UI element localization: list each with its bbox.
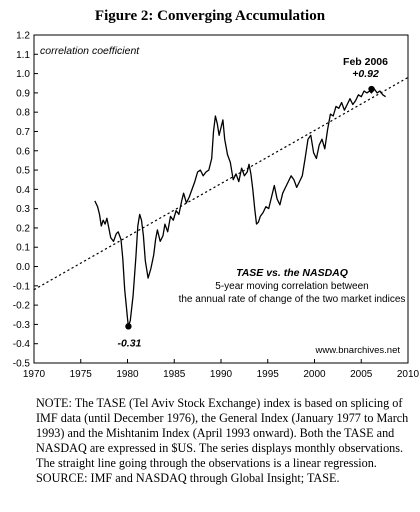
y-tick-label: 0.2 bbox=[16, 223, 30, 234]
chart-annotations: correlation coefficient Feb 2006+0.92 -0.… bbox=[40, 45, 405, 356]
x-tick-label: 2010 bbox=[397, 369, 420, 380]
regression-line bbox=[33, 76, 409, 291]
y-tick-label: 0.9 bbox=[16, 88, 30, 99]
y-tick-label: 0.4 bbox=[16, 185, 30, 196]
x-tick-label: 1975 bbox=[70, 369, 93, 380]
y-tick-label: 0.3 bbox=[16, 204, 30, 215]
regression-line-group bbox=[33, 76, 409, 291]
plot-area bbox=[33, 34, 409, 364]
x-axis-ticks: 1970 1975 1980 1985 1990 1995 2000 2005 2010 bbox=[23, 359, 420, 380]
x-tick-label: 2000 bbox=[303, 369, 326, 380]
source-text: SOURCE: IMF and NASDAQ through Global In… bbox=[36, 471, 340, 486]
y-tick-label: 0.5 bbox=[16, 166, 30, 177]
min-point-marker bbox=[125, 323, 132, 330]
legend-title: TASE vs. the NASDAQ bbox=[236, 267, 348, 279]
y-tick-label: -0.2 bbox=[13, 301, 31, 312]
min-value-label: -0.31 bbox=[117, 337, 141, 349]
x-tick-label: 1980 bbox=[116, 369, 139, 380]
y-tick-label: -0.3 bbox=[13, 320, 31, 331]
y-axis-label: correlation coefficient bbox=[40, 45, 140, 57]
max-value-label: +0.92 bbox=[352, 68, 379, 80]
figure-title: Figure 2: Converging Accumulation bbox=[94, 8, 326, 24]
x-tick-label: 2005 bbox=[350, 369, 373, 380]
x-tick-label: 1995 bbox=[257, 369, 280, 380]
y-tick-label: 0.0 bbox=[16, 262, 30, 273]
note-text: NOTE: The TASE (Tel Aviv Stock Exchange)… bbox=[36, 396, 409, 471]
figure-note: NOTE: The TASE (Tel Aviv Stock Exchange)… bbox=[36, 396, 412, 487]
correlation-line bbox=[94, 88, 386, 327]
x-tick-label: 1970 bbox=[23, 369, 46, 380]
y-tick-label: 1.0 bbox=[16, 69, 30, 80]
max-date-label: Feb 2006 bbox=[343, 56, 388, 68]
y-tick-label: 0.1 bbox=[16, 243, 30, 254]
max-point-marker bbox=[368, 85, 375, 93]
y-tick-label: 0.6 bbox=[16, 146, 30, 157]
correlation-series-group bbox=[94, 88, 386, 327]
source-url: www.bnarchives.net bbox=[315, 345, 401, 356]
y-tick-label: 0.7 bbox=[16, 127, 30, 138]
y-tick-label: -0.1 bbox=[13, 281, 31, 292]
legend-line-1: 5-year moving correlation between bbox=[215, 281, 368, 292]
y-tick-label: 1.1 bbox=[16, 50, 30, 61]
x-tick-label: 1985 bbox=[163, 369, 186, 380]
y-tick-label: -0.4 bbox=[13, 339, 31, 350]
y-axis-ticks: -0.5 -0.4 -0.3 -0.2 -0.1 0.0 0.1 0.2 0.3 0.4 0.5 0.… bbox=[13, 31, 38, 370]
x-tick-label: 1990 bbox=[210, 369, 233, 380]
plot-frame bbox=[33, 34, 409, 364]
legend-line-2: the annual rate of change of the two mar… bbox=[179, 294, 406, 305]
y-tick-label: 1.2 bbox=[16, 31, 30, 42]
y-tick-label: -0.5 bbox=[13, 359, 31, 370]
y-tick-label: 0.8 bbox=[16, 108, 30, 119]
